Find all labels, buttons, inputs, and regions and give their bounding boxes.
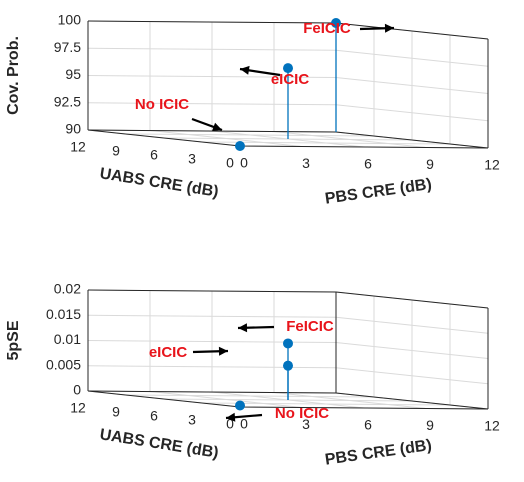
chart-panel-1: 0 3 6 9 12 0 3 6 9 12 90 92.5 95 97.5 100 PBS CRE (dB) U… bbox=[5, 12, 500, 208]
annotation-label: FeICIC bbox=[286, 318, 334, 335]
arrow-head bbox=[212, 122, 222, 132]
x-tick-label: 6 bbox=[364, 156, 372, 172]
floor-grid-y bbox=[125, 394, 375, 398]
x-tick-label: 9 bbox=[426, 156, 434, 172]
z-tick-label: 0.01 bbox=[54, 331, 81, 347]
y-tick-label: 9 bbox=[112, 143, 120, 159]
z-tick-label: 100 bbox=[58, 12, 82, 28]
data-point bbox=[283, 63, 293, 74]
y-tick-label: 6 bbox=[150, 408, 158, 424]
z-tick-label: 97.5 bbox=[54, 39, 81, 55]
tick-labels: 0 3 6 9 12 0 3 6 9 12 90 92.5 95 97.5 100 bbox=[54, 12, 500, 173]
data-series bbox=[235, 18, 341, 151]
x-tick-label: 6 bbox=[364, 417, 372, 433]
y-tick-label: 12 bbox=[70, 139, 86, 155]
arrow-head bbox=[238, 323, 248, 333]
y-axis-label: UABS CRE (dB) bbox=[98, 426, 219, 462]
annotations: No ICIC eICIC FeICIC bbox=[149, 318, 334, 422]
y-tick-label: 0 bbox=[226, 416, 234, 432]
arrow-head bbox=[218, 346, 228, 356]
y-tick-label: 3 bbox=[188, 151, 196, 167]
arrow-head bbox=[384, 23, 394, 33]
y-tick-label: 0 bbox=[226, 155, 234, 171]
y-tick-label: 6 bbox=[150, 147, 158, 163]
top-back-edges bbox=[87, 289, 489, 309]
z-tick-label: 0.005 bbox=[46, 356, 81, 372]
z-tick-label: 92.5 bbox=[54, 93, 81, 109]
x-tick-label: 3 bbox=[302, 416, 310, 432]
x-tick-label: 0 bbox=[240, 416, 248, 432]
data-point bbox=[331, 18, 341, 28]
z-tick-label: 90 bbox=[65, 121, 81, 137]
top-back-edges bbox=[87, 20, 489, 40]
annotation-label: No ICIC bbox=[275, 405, 329, 422]
x-tick-label: 9 bbox=[426, 417, 434, 433]
y-tick-label: 3 bbox=[188, 412, 196, 428]
wall-grid-z bbox=[87, 289, 489, 309]
floor-grid-y bbox=[125, 133, 375, 137]
annotation-label: eICIC bbox=[271, 71, 310, 88]
x-axis-label: PBS CRE (dB) bbox=[324, 176, 433, 208]
z-tick-label: 0 bbox=[73, 382, 81, 398]
z-axis-label: Cov. Prob. bbox=[5, 36, 22, 115]
x-tick-label: 12 bbox=[484, 418, 500, 434]
annotation-label: FeICIC bbox=[303, 20, 351, 37]
z-tick-label: 0.015 bbox=[46, 306, 81, 322]
tick-labels: 0 3 6 9 12 0 3 6 9 12 0 0.005 0.01 0.015 0.02 bbox=[46, 281, 500, 434]
x-axis-label: PBS CRE (dB) bbox=[324, 437, 433, 469]
z-axis-label: 5pSE bbox=[5, 320, 22, 360]
x-tick-label: 3 bbox=[302, 155, 310, 171]
data-point bbox=[235, 400, 245, 411]
z-tick-label: 0.02 bbox=[54, 281, 81, 297]
arrow-head bbox=[240, 65, 250, 75]
x-tick-label: 0 bbox=[240, 155, 248, 171]
x-tick-label: 12 bbox=[484, 157, 500, 173]
chart-panel-2: 0 3 6 9 12 0 3 6 9 12 0 0.005 0.01 0.015 0.02 PBS CRE (… bbox=[5, 281, 500, 469]
y-tick-label: 12 bbox=[70, 400, 86, 416]
wall-grid-z bbox=[87, 20, 489, 40]
annotation-label: eICIC bbox=[149, 344, 188, 361]
data-point bbox=[283, 338, 293, 349]
data-series bbox=[235, 338, 293, 411]
annotations: No ICIC eICIC FeICIC bbox=[135, 20, 395, 132]
arrow-head bbox=[226, 412, 236, 422]
z-tick-label: 95 bbox=[65, 66, 81, 82]
y-axis-label: UABS CRE (dB) bbox=[98, 165, 219, 201]
data-point bbox=[235, 141, 245, 151]
y-tick-label: 9 bbox=[112, 404, 120, 420]
annotation-label: No ICIC bbox=[135, 96, 189, 113]
